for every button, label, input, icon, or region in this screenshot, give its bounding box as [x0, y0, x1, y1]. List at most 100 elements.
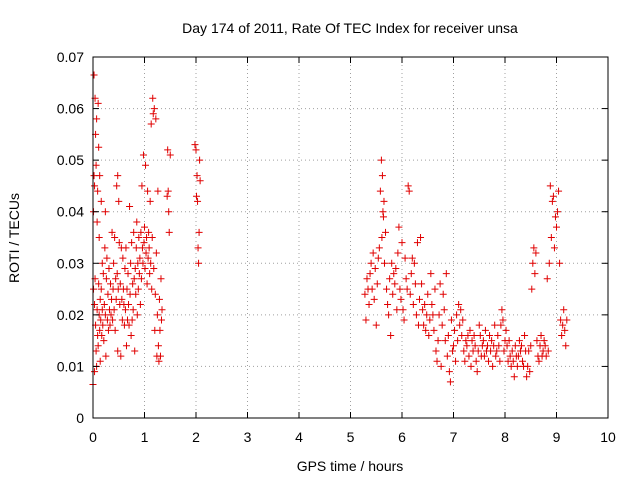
- data-point: [380, 259, 388, 267]
- data-point: [397, 295, 405, 303]
- data-point: [435, 311, 443, 319]
- data-point: [562, 342, 570, 350]
- data-point: [393, 306, 401, 314]
- data-point: [367, 259, 375, 267]
- data-point: [485, 357, 493, 365]
- data-point: [527, 342, 535, 350]
- data-point: [379, 213, 387, 221]
- data-point: [165, 228, 173, 236]
- data-point: [151, 290, 159, 298]
- data-point: [451, 326, 459, 334]
- data-point: [128, 316, 136, 324]
- data-point: [493, 347, 501, 355]
- data-point: [503, 342, 511, 350]
- data-point: [448, 347, 456, 355]
- data-point: [101, 244, 109, 252]
- data-point: [165, 208, 173, 216]
- data-point: [377, 156, 385, 164]
- data-point: [96, 326, 104, 334]
- data-point: [479, 337, 487, 345]
- data-point: [102, 352, 110, 360]
- data-point: [475, 321, 483, 329]
- data-point: [90, 71, 98, 79]
- data-point: [459, 316, 467, 324]
- data-point: [467, 362, 475, 370]
- data-point: [94, 99, 102, 107]
- data-point: [131, 264, 139, 272]
- data-point: [362, 316, 370, 324]
- data-point: [164, 187, 172, 195]
- data-point: [90, 285, 98, 293]
- data-point: [498, 306, 506, 314]
- data-point: [407, 270, 415, 278]
- data-point: [157, 316, 165, 324]
- data-point: [525, 347, 533, 355]
- data-point: [125, 321, 133, 329]
- data-point: [139, 259, 147, 267]
- x-tick-label: 1: [141, 429, 149, 445]
- data-point: [403, 285, 411, 293]
- data-point: [363, 275, 371, 283]
- data-point: [456, 321, 464, 329]
- data-point: [141, 223, 148, 231]
- data-point: [380, 197, 388, 205]
- data-point: [114, 347, 122, 355]
- grid-lines: [93, 57, 608, 418]
- data-point: [502, 326, 510, 334]
- data-point: [474, 347, 482, 355]
- data-point: [108, 228, 116, 236]
- data-point: [466, 326, 474, 334]
- data-point: [365, 301, 373, 309]
- data-point: [100, 337, 108, 345]
- data-point: [91, 182, 99, 190]
- data-point: [429, 311, 437, 319]
- data-point: [103, 254, 111, 262]
- data-point: [542, 352, 550, 360]
- data-point: [413, 239, 421, 247]
- data-point: [455, 301, 463, 309]
- data-point: [104, 326, 112, 334]
- data-point: [154, 342, 162, 350]
- data-point: [521, 331, 529, 339]
- data-point: [155, 295, 163, 303]
- data-point: [141, 264, 149, 272]
- data-point: [101, 208, 109, 216]
- y-tick-label: 0.04: [57, 204, 84, 220]
- data-point: [496, 357, 504, 365]
- data-point: [494, 331, 502, 339]
- data-point: [139, 151, 147, 159]
- data-point: [433, 357, 441, 365]
- data-point: [149, 110, 157, 118]
- data-point: [130, 228, 138, 236]
- data-point: [119, 254, 127, 262]
- data-point: [537, 331, 545, 339]
- data-point: [379, 208, 387, 216]
- data-point: [98, 259, 106, 267]
- data-point: [145, 244, 153, 252]
- data-point: [97, 316, 105, 324]
- data-point: [424, 290, 432, 298]
- data-point: [97, 197, 105, 205]
- data-point: [548, 197, 556, 205]
- data-point: [148, 285, 156, 293]
- data-point: [156, 352, 164, 360]
- data-point: [471, 342, 479, 350]
- data-point: [94, 342, 102, 350]
- data-point: [122, 244, 130, 252]
- y-axis-label: ROTI / TECUs: [6, 193, 22, 283]
- data-point: [135, 234, 143, 241]
- data-point: [416, 295, 424, 303]
- data-point: [138, 182, 146, 190]
- data-point: [411, 280, 419, 288]
- data-point: [137, 275, 145, 283]
- data-point: [436, 280, 444, 288]
- data-point: [135, 270, 143, 278]
- data-point: [437, 362, 445, 370]
- data-point: [453, 311, 461, 319]
- data-point: [148, 234, 156, 241]
- data-point: [127, 331, 135, 339]
- data-point: [142, 249, 150, 257]
- data-point: [150, 105, 158, 113]
- data-point: [126, 203, 134, 211]
- data-point: [428, 301, 436, 309]
